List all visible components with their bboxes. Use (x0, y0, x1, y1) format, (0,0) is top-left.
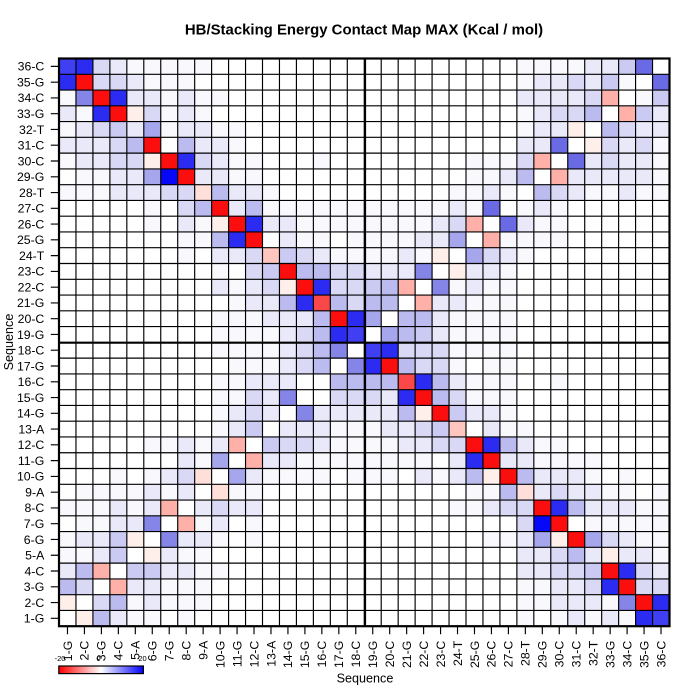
svg-text:5-A: 5-A (25, 549, 45, 563)
svg-text:18-C: 18-C (18, 344, 45, 358)
svg-text:26-C: 26-C (18, 217, 45, 231)
svg-text:34-C: 34-C (620, 641, 634, 668)
svg-text:35-G: 35-G (17, 75, 44, 89)
svg-text:11-G: 11-G (18, 454, 44, 468)
svg-text:13-A: 13-A (264, 640, 278, 667)
svg-text:20-C: 20-C (383, 641, 397, 668)
svg-text:36-C: 36-C (654, 641, 668, 668)
svg-text:4-C: 4-C (112, 641, 126, 661)
svg-text:31-C: 31-C (570, 641, 584, 668)
svg-text:3-G: 3-G (95, 641, 109, 662)
svg-text:26-C: 26-C (485, 641, 499, 668)
svg-text:1-G: 1-G (24, 612, 45, 626)
svg-text:3-G: 3-G (24, 580, 45, 594)
svg-text:24-T: 24-T (451, 640, 465, 666)
svg-text:25-G: 25-G (17, 233, 44, 247)
svg-text:11-G: 11-G (230, 641, 244, 667)
svg-text:15-G: 15-G (298, 641, 312, 668)
svg-text:0: 0 (96, 654, 100, 663)
svg-text:22-C: 22-C (18, 280, 45, 294)
svg-text:8-C: 8-C (24, 501, 44, 515)
svg-text:2-C: 2-C (24, 596, 44, 610)
svg-text:5-A: 5-A (129, 640, 143, 660)
svg-text:31-C: 31-C (18, 139, 45, 153)
svg-text:16-C: 16-C (18, 375, 45, 389)
svg-text:17-G: 17-G (17, 359, 44, 373)
svg-text:27-C: 27-C (18, 202, 45, 216)
svg-text:1-G: 1-G (61, 641, 75, 662)
svg-text:33-G: 33-G (17, 107, 44, 121)
svg-text:21-G: 21-G (17, 296, 44, 310)
svg-text:20-C: 20-C (18, 312, 45, 326)
svg-text:32-T: 32-T (586, 640, 600, 666)
svg-text:19-G: 19-G (17, 328, 44, 342)
svg-text:35-G: 35-G (637, 641, 651, 668)
svg-text:6-G: 6-G (146, 641, 160, 662)
svg-text:9-A: 9-A (25, 485, 45, 499)
svg-text:14-G: 14-G (17, 407, 44, 421)
svg-text:15-G: 15-G (17, 391, 44, 405)
svg-text:30-C: 30-C (18, 154, 45, 168)
svg-text:-20: -20 (55, 654, 66, 663)
svg-text:19-G: 19-G (366, 641, 380, 668)
svg-text:18-C: 18-C (349, 641, 363, 668)
svg-text:12-C: 12-C (247, 641, 261, 668)
svg-text:36-C: 36-C (18, 60, 45, 74)
svg-text:Sequence: Sequence (2, 314, 16, 371)
svg-text:27-C: 27-C (502, 641, 516, 668)
svg-text:6-G: 6-G (24, 533, 45, 547)
svg-text:16-C: 16-C (315, 641, 329, 668)
svg-text:2-C: 2-C (78, 641, 92, 661)
svg-text:10-G: 10-G (17, 470, 44, 484)
svg-text:23-C: 23-C (434, 641, 448, 668)
svg-text:22-C: 22-C (417, 641, 431, 668)
svg-text:14-G: 14-G (281, 641, 295, 668)
svg-text:17-G: 17-G (332, 641, 346, 668)
svg-text:28-T: 28-T (19, 186, 45, 200)
svg-text:7-G: 7-G (163, 641, 177, 662)
svg-text:23-C: 23-C (18, 265, 45, 279)
svg-text:29-G: 29-G (536, 641, 550, 668)
svg-text:4-C: 4-C (24, 564, 44, 578)
svg-text:Sequence: Sequence (337, 672, 394, 686)
svg-text:13-A: 13-A (18, 422, 45, 436)
svg-text:25-G: 25-G (468, 641, 482, 668)
svg-text:HB/Stacking Energy Contact Map: HB/Stacking Energy Contact Map MAX (Kcal… (185, 21, 543, 38)
svg-text:33-G: 33-G (603, 641, 617, 668)
svg-text:28-T: 28-T (519, 640, 533, 666)
svg-text:10-G: 10-G (213, 641, 227, 668)
svg-text:12-C: 12-C (18, 438, 45, 452)
svg-text:34-C: 34-C (18, 91, 45, 105)
svg-text:24-T: 24-T (19, 249, 45, 263)
svg-text:20: 20 (138, 654, 146, 663)
svg-text:8-C: 8-C (179, 641, 193, 661)
svg-text:32-T: 32-T (19, 123, 45, 137)
svg-text:7-G: 7-G (24, 517, 45, 531)
svg-text:29-G: 29-G (17, 170, 44, 184)
svg-text:9-A: 9-A (196, 640, 210, 660)
svg-text:30-C: 30-C (553, 641, 567, 668)
svg-text:21-G: 21-G (400, 641, 414, 668)
